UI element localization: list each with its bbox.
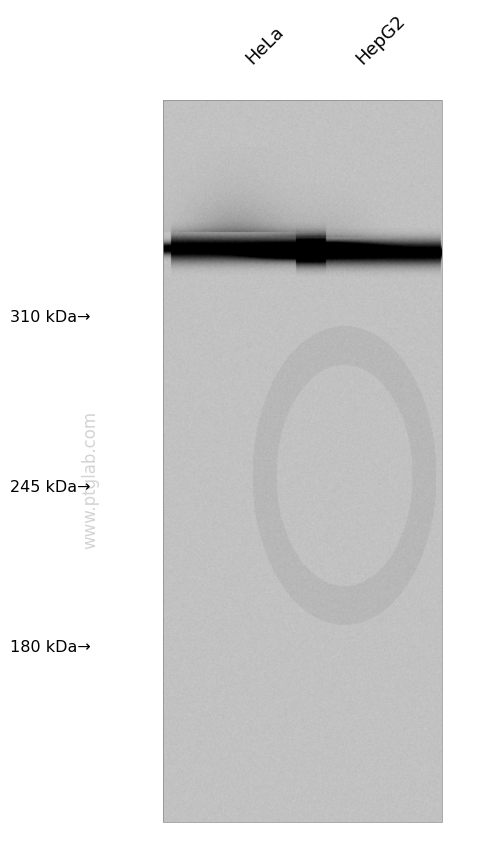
Bar <box>163 100 442 822</box>
Text: 245 kDa→: 245 kDa→ <box>10 479 90 495</box>
Text: www.ptglab.com: www.ptglab.com <box>81 411 99 549</box>
Text: HeLa: HeLa <box>242 23 288 68</box>
Text: 310 kDa→: 310 kDa→ <box>10 309 90 325</box>
Text: 180 kDa→: 180 kDa→ <box>10 641 91 655</box>
Text: HepG2: HepG2 <box>352 12 408 68</box>
